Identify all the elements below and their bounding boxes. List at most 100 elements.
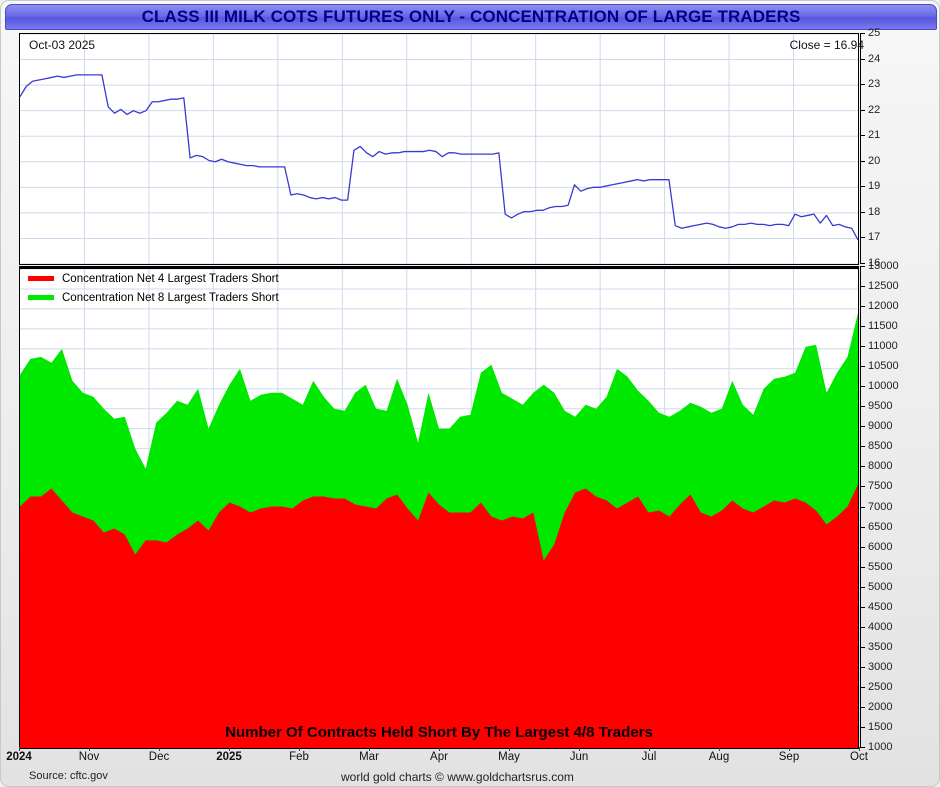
axis-tick-label: 19 xyxy=(868,180,881,193)
source-label: Source: cftc.gov xyxy=(29,770,108,782)
x-axis-tick xyxy=(299,747,300,751)
legend-swatch-net4 xyxy=(28,276,54,281)
axis-tick-label: 11500 xyxy=(868,320,898,333)
axis-tick-label: 10500 xyxy=(868,360,899,373)
axis-tick-label: 20 xyxy=(868,154,881,167)
concentration-area-series xyxy=(20,312,858,748)
x-axis-tick xyxy=(719,747,720,751)
legend-item-net8: Concentration Net 8 Largest Traders Shor… xyxy=(28,288,279,307)
axis-tick-label: 10000 xyxy=(868,380,899,393)
axis-tick-label: 12500 xyxy=(868,280,899,293)
axis-tick xyxy=(860,426,865,428)
axis-tick-label: 6000 xyxy=(868,540,893,553)
axis-tick-label: 7000 xyxy=(868,500,893,513)
axis-tick xyxy=(860,211,865,213)
axis-tick xyxy=(860,586,865,588)
x-axis-tick xyxy=(579,747,580,751)
axis-tick xyxy=(860,135,865,137)
x-axis-label-mar: Mar xyxy=(359,751,379,763)
price-line-series xyxy=(20,74,858,241)
axis-tick xyxy=(860,33,865,34)
x-axis-tick xyxy=(509,747,510,751)
axis-tick xyxy=(860,84,865,86)
axis-tick xyxy=(860,566,865,568)
axis-tick xyxy=(860,160,865,162)
legend-swatch-net8 xyxy=(28,295,54,300)
axis-tick-label: 21 xyxy=(868,129,881,142)
axis-tick-label: 5000 xyxy=(868,580,893,593)
axis-rule xyxy=(860,33,861,263)
axis-tick xyxy=(860,646,865,648)
axis-tick-label: 6500 xyxy=(868,520,893,533)
x-axis-tick xyxy=(89,747,90,751)
page-title: CLASS III MILK COTS FUTURES ONLY - CONCE… xyxy=(141,7,801,26)
x-axis-label-jul: Jul xyxy=(641,751,657,763)
axis-tick xyxy=(860,486,865,488)
x-axis-tick xyxy=(19,747,20,751)
axis-tick xyxy=(860,286,865,288)
axis-tick xyxy=(860,626,865,628)
x-axis-tick xyxy=(159,747,160,751)
x-axis-label-may: May xyxy=(498,751,520,763)
legend-label-net4: Concentration Net 4 Largest Traders Shor… xyxy=(62,272,279,285)
axis-tick-label: 17 xyxy=(868,231,881,244)
axis-tick xyxy=(860,686,865,688)
axis-tick-label: 1000 xyxy=(868,741,893,753)
concentration-chart-y-axis: 1000 1500 2000 2500 3000 3500 4000 4500 5000 5500… xyxy=(860,260,920,753)
x-axis-tick xyxy=(649,747,650,751)
x-axis-label-nov: Nov xyxy=(78,751,100,763)
axis-tick xyxy=(860,726,865,728)
axis-tick-label: 1500 xyxy=(868,720,893,733)
credit-label: world gold charts © www.goldchartsrus.co… xyxy=(341,770,574,784)
axis-tick-label: 13000 xyxy=(868,260,899,272)
axis-tick xyxy=(860,546,865,548)
axis-tick-label: 8500 xyxy=(868,440,893,453)
legend-item-net4: Concentration Net 4 Largest Traders Shor… xyxy=(28,269,279,288)
axis-tick-label: 2000 xyxy=(868,700,893,713)
axis-tick-label: 5500 xyxy=(868,560,893,573)
chart-legend: Concentration Net 4 Largest Traders Shor… xyxy=(28,269,279,307)
axis-tick xyxy=(860,346,865,348)
axis-tick xyxy=(860,237,865,239)
x-axis-label-2024: 2024 xyxy=(6,751,32,763)
price-chart-gridlines xyxy=(20,34,858,264)
x-axis-tick xyxy=(369,747,370,751)
chart-x-axis: 2024 Nov Dec 2025 Feb Mar Apr May Jun Jul Aug Sep Oc… xyxy=(6,747,868,771)
axis-tick xyxy=(860,306,865,308)
price-chart-panel xyxy=(19,33,859,265)
axis-tick xyxy=(860,109,865,111)
axis-tick xyxy=(860,506,865,508)
axis-tick xyxy=(860,606,865,608)
axis-tick-label: 9500 xyxy=(868,400,893,413)
axis-tick xyxy=(860,526,865,528)
price-chart-y-axis: 16 17 18 19 20 21 22 23 24 25 xyxy=(860,27,920,269)
x-axis-label-jun: Jun xyxy=(569,751,589,763)
axis-tick xyxy=(860,186,865,188)
axis-tick-label: 7500 xyxy=(868,480,893,493)
axis-tick xyxy=(860,58,865,60)
axis-tick xyxy=(860,706,865,708)
axis-tick xyxy=(860,446,865,448)
axis-tick xyxy=(860,406,865,408)
axis-tick-label: 9000 xyxy=(868,420,893,433)
axis-tick-label: 3000 xyxy=(868,660,893,673)
axis-tick-label: 12000 xyxy=(868,300,899,313)
x-axis-label-sep: Sep xyxy=(778,751,800,763)
area-chart-caption: Number Of Contracts Held Short By The La… xyxy=(225,724,653,741)
x-axis-label-aug: Aug xyxy=(708,751,730,763)
axis-tick-label: 18 xyxy=(868,205,881,218)
x-axis-label-feb: Feb xyxy=(289,751,309,763)
date-label: Oct-03 2025 xyxy=(29,38,96,52)
axis-tick-label: 22 xyxy=(868,103,881,116)
axis-tick-label: 2500 xyxy=(868,680,893,693)
axis-tick-label: 4000 xyxy=(868,620,893,633)
axis-tick-label: 24 xyxy=(868,52,881,65)
axis-tick xyxy=(860,666,865,668)
x-axis-label-apr: Apr xyxy=(430,751,448,763)
axis-tick-label: 23 xyxy=(868,78,881,91)
axis-tick xyxy=(860,747,865,748)
axis-tick-label: 4500 xyxy=(868,600,893,613)
axis-tick xyxy=(860,366,865,368)
axis-tick-label: 25 xyxy=(868,27,881,39)
axis-tick-label: 8000 xyxy=(868,460,893,473)
